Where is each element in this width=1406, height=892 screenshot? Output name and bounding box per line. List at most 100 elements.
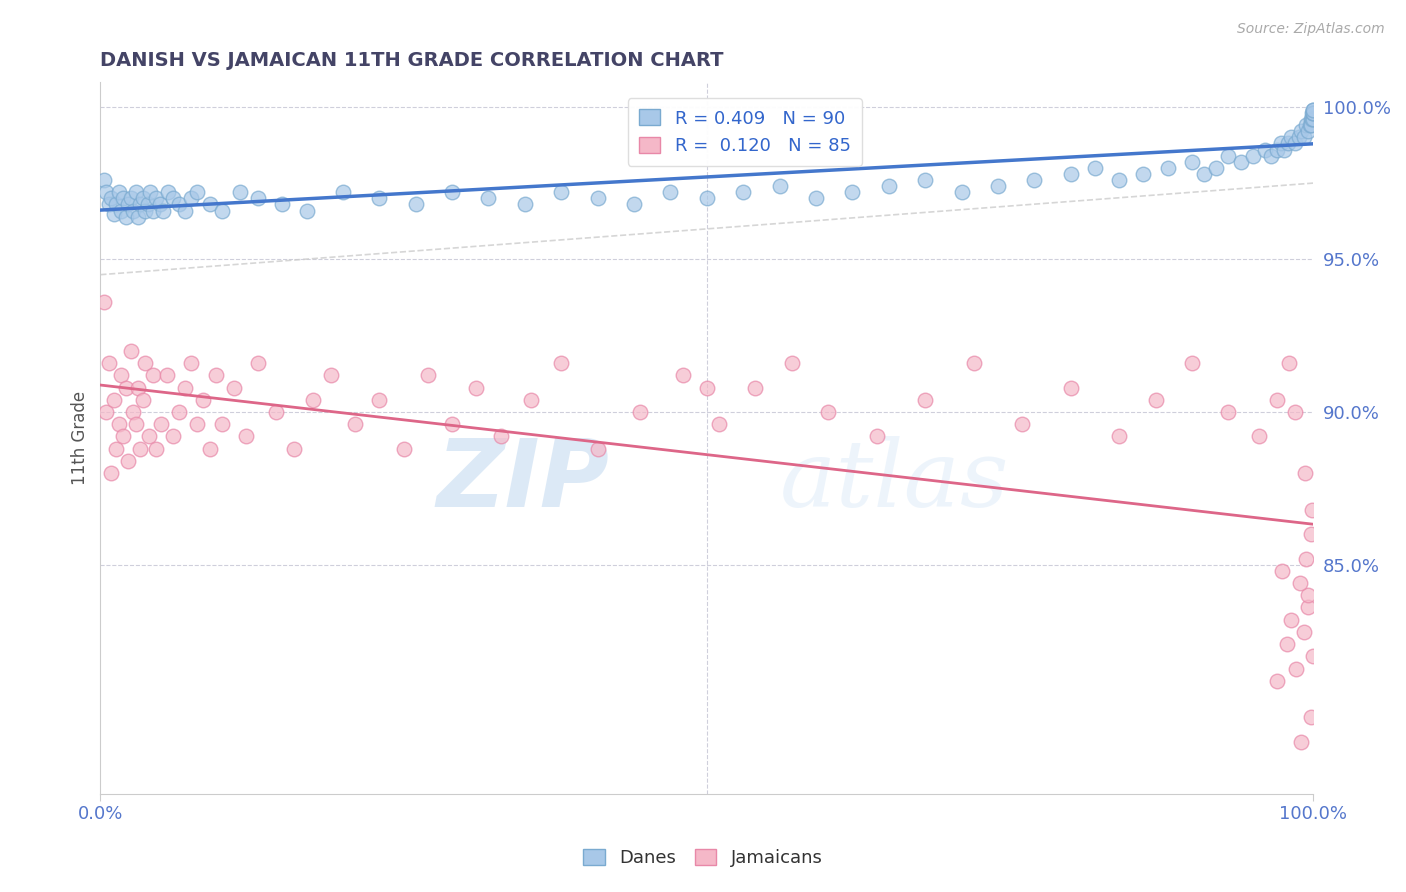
Point (1229, 154, 1251, 169)
Point (1299, 112, 1322, 126)
Point (963, 356, 986, 370)
Legend: Danes, Jamaicans: Danes, Jamaicans (576, 841, 830, 874)
Point (1302, 112, 1324, 126)
Point (167, 405, 190, 419)
Point (1060, 167, 1083, 181)
Point (174, 203, 197, 218)
Point (149, 197, 172, 211)
Point (247, 191, 270, 205)
Point (100, 191, 122, 205)
Point (105, 442, 128, 456)
Point (107, 186, 129, 200)
Point (1272, 143, 1295, 157)
Point (1298, 588, 1320, 602)
Point (117, 197, 139, 211)
Point (229, 186, 252, 200)
Point (1292, 624, 1315, 639)
Point (1241, 148, 1264, 162)
Point (97, 356, 120, 370)
Point (1301, 502, 1323, 516)
Point (1254, 143, 1277, 157)
Point (1084, 161, 1107, 175)
Point (180, 356, 202, 370)
Point (157, 186, 180, 200)
Point (1218, 405, 1240, 419)
Point (1265, 143, 1288, 157)
Point (1270, 136, 1292, 151)
Point (416, 368, 439, 383)
Point (211, 417, 233, 432)
Point (145, 442, 167, 456)
Point (264, 405, 287, 419)
Point (1302, 649, 1324, 664)
Point (623, 197, 645, 211)
Point (103, 206, 125, 220)
Point (489, 429, 512, 443)
Point (1284, 405, 1306, 419)
Point (1292, 130, 1315, 145)
Point (152, 203, 174, 218)
Point (193, 392, 215, 407)
Point (659, 186, 682, 200)
Text: ZIP: ZIP (437, 434, 610, 526)
Point (136, 197, 159, 211)
Point (671, 368, 693, 383)
Point (628, 405, 651, 419)
Point (110, 368, 132, 383)
Point (247, 356, 270, 370)
Point (1024, 173, 1046, 187)
Point (817, 405, 839, 419)
Point (124, 186, 146, 200)
Point (235, 429, 257, 443)
Point (103, 392, 125, 407)
Point (1271, 564, 1294, 578)
Point (96, 186, 118, 200)
Point (1294, 466, 1316, 480)
Point (550, 186, 572, 200)
Point (914, 392, 936, 407)
Point (93, 295, 115, 310)
Point (877, 179, 900, 194)
Point (1265, 392, 1288, 407)
Point (441, 186, 464, 200)
Point (1295, 118, 1317, 132)
Point (124, 417, 146, 432)
Point (1205, 161, 1227, 175)
Point (1060, 381, 1083, 395)
Point (1157, 161, 1180, 175)
Point (186, 186, 208, 200)
Point (120, 191, 142, 205)
Text: Source: ZipAtlas.com: Source: ZipAtlas.com (1237, 22, 1385, 37)
Point (107, 417, 129, 432)
Point (138, 429, 160, 443)
Point (744, 381, 766, 395)
Point (1301, 106, 1323, 120)
Point (295, 203, 318, 218)
Point (1265, 673, 1288, 688)
Point (1299, 710, 1322, 724)
Point (1181, 154, 1204, 169)
Point (1192, 167, 1215, 181)
Point (865, 429, 887, 443)
Point (198, 197, 221, 211)
Point (914, 173, 936, 187)
Point (1132, 167, 1154, 181)
Point (1218, 148, 1240, 162)
Point (707, 417, 730, 432)
Point (301, 392, 323, 407)
Point (129, 197, 152, 211)
Point (550, 356, 572, 370)
Point (780, 356, 803, 370)
Point (204, 368, 226, 383)
Point (1144, 392, 1167, 407)
Point (1289, 124, 1312, 138)
Point (1260, 148, 1282, 162)
Point (100, 466, 122, 480)
Point (1285, 661, 1308, 675)
Point (1302, 103, 1324, 117)
Point (368, 392, 391, 407)
Point (150, 417, 173, 432)
Point (112, 191, 135, 205)
Text: atlas: atlas (779, 435, 1010, 525)
Point (114, 210, 136, 224)
